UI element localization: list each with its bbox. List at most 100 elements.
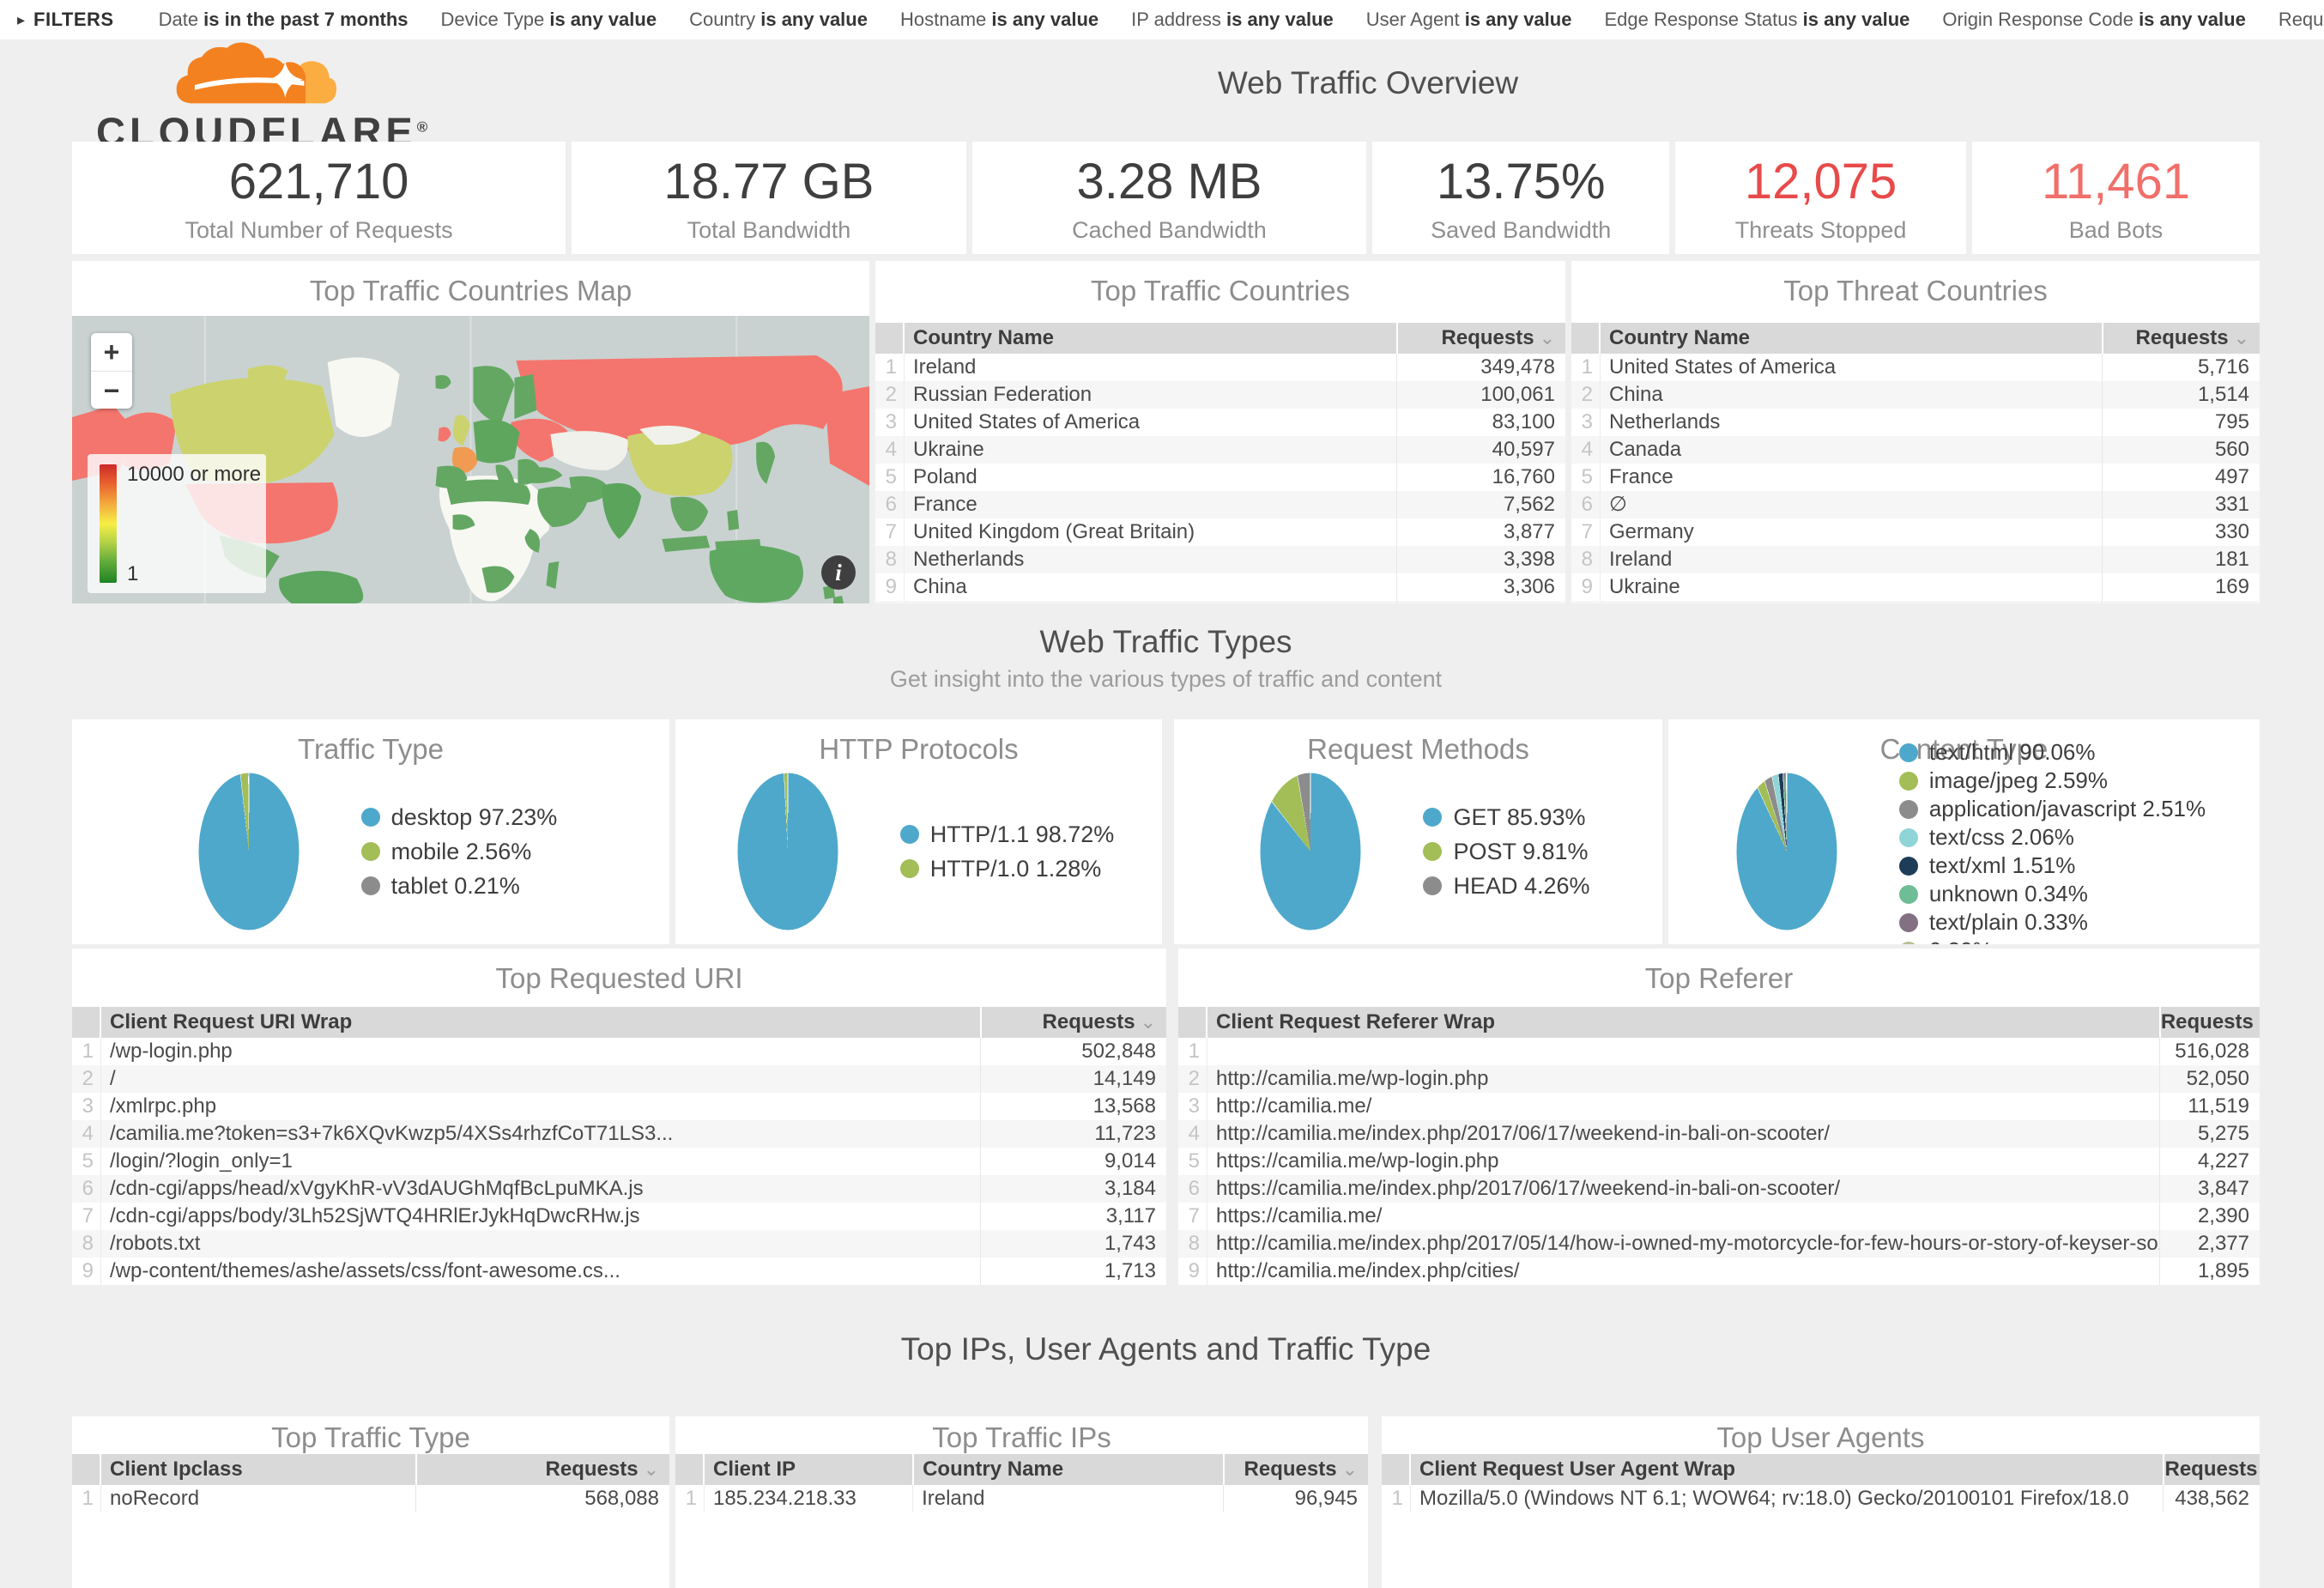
column-header: Client Request Referer Wrap [1216, 1010, 1495, 1033]
column-header[interactable]: Requests⌄ [2163, 1454, 2260, 1485]
cloudflare-cloud-icon [176, 42, 336, 104]
table-row[interactable]: 4 http://camilia.me/index.php/2017/06/17/… [1178, 1120, 2260, 1148]
filter-item[interactable]: Hostname is any value [899, 9, 1099, 30]
stats-row: 621,710 Total Number of Requests 18.77 G… [72, 142, 2260, 254]
legend-dot-icon [1423, 842, 1443, 861]
stat-card-total-bandwidth: 18.77 GB Total Bandwidth [572, 142, 966, 254]
filter-item[interactable]: Request URI is any value [2278, 9, 2324, 30]
filter-item[interactable]: Origin Response Code is any value [1942, 9, 2246, 30]
caret-right-icon[interactable]: ▸ [17, 10, 26, 28]
table-row[interactable]: 5 France 497 [1571, 464, 2260, 491]
top-user-agents-panel: Top User Agents Client Request User Agen… [1382, 1416, 2260, 1588]
filter-item[interactable]: Edge Response Status is any value [1604, 9, 1910, 30]
filter-item[interactable]: Device Type is any value [440, 9, 657, 30]
column-header[interactable]: Requests⌄ [1396, 323, 1565, 354]
table-row[interactable]: 1 516,028 [1178, 1038, 2260, 1065]
column-header: Client Ipclass [110, 1458, 243, 1481]
table-row[interactable]: 7/cdn-cgi/apps/body/3Lh52SjWTQ4HRlErJykH… [72, 1203, 1166, 1230]
filter-item[interactable]: User Agent is any value [1365, 9, 1572, 30]
legend-dot-icon [360, 808, 380, 827]
zoom-in-button[interactable]: + [103, 336, 120, 367]
table-row[interactable]: 1/wp-login.php 502,848 [72, 1038, 1166, 1065]
table-row[interactable]: 3 United States of America 83,100 [875, 409, 1565, 436]
column-header[interactable]: Requests⌄ [415, 1454, 669, 1485]
table-row[interactable]: 8/robots.txt 1,743 [72, 1230, 1166, 1258]
sort-chevron-icon[interactable]: ⌄ [643, 1458, 659, 1480]
legend-dot-icon [360, 876, 380, 895]
legend-item: text/css 2.06% [1898, 824, 2206, 851]
sort-chevron-icon[interactable]: ⌄ [2233, 327, 2249, 349]
table-row[interactable]: 7 Germany 330 [1571, 518, 2260, 546]
filter-item[interactable]: IP address is any value [1131, 9, 1334, 30]
table-row[interactable]: 10Singapore159 [1571, 601, 2260, 603]
table-row[interactable]: 2 China 1,514 [1571, 381, 2260, 409]
threat-countries-table: Country Name Requests ⌄ 1 United States of A… [1571, 323, 2260, 603]
stat-label: Cached Bandwidth [1072, 216, 1267, 243]
zoom-out-button[interactable]: − [91, 371, 132, 409]
traffic-countries-map-panel: Top Traffic Countries Map [72, 261, 869, 603]
stat-value: 621,710 [228, 153, 409, 209]
legend-item: unknown 0.34% [1898, 881, 2206, 907]
table-row[interactable]: 1 Mozilla/5.0 (Windows NT 6.1; WOW64; rv:… [1382, 1485, 2260, 1512]
table-row[interactable]: 4 Canada 560 [1571, 436, 2260, 464]
legend-dot-icon [1898, 771, 1918, 791]
column-header[interactable]: Requests⌄ [1222, 1454, 1368, 1485]
table-row[interactable]: 10Canada3,215 [875, 601, 1565, 603]
sort-chevron-icon[interactable]: ⌄ [2259, 1011, 2260, 1033]
table-row[interactable]: 3/xmlrpc.php 13,568 [72, 1093, 1166, 1120]
panel-title: Top Traffic IPs [932, 1421, 1111, 1453]
column-header[interactable]: Requests⌄ [2101, 323, 2260, 354]
legend-item: HTTP/1.0 1.28% [899, 856, 1115, 882]
table-row[interactable]: 1 Ireland 349,478 [875, 354, 1565, 381]
table-row[interactable]: 4/camilia.me?token=s3+7k6XQvKwzp5/4XSs4r… [72, 1120, 1166, 1148]
sort-chevron-icon[interactable]: ⌄ [1140, 1011, 1156, 1033]
stat-card-bad-bots: 11,461 Bad Bots [1972, 142, 2260, 254]
column-header[interactable]: Requests⌄ [2158, 1007, 2260, 1038]
request-methods-pie-chart [1260, 773, 1361, 930]
table-row[interactable]: 5 Poland 16,760 [875, 464, 1565, 491]
sort-chevron-icon[interactable]: ⌄ [1341, 1458, 1358, 1480]
filters-label[interactable]: FILTERS [33, 9, 114, 30]
top-traffic-type-panel: Top Traffic Type Client Ipclass Requests ⌄… [72, 1416, 669, 1588]
panel-title: Top Traffic Countries [1090, 275, 1351, 306]
content-type-panel: Content Type text/html 90.06% image/jpeg … [1668, 719, 2260, 944]
table-row[interactable]: 1 noRecord 568,088 [72, 1485, 669, 1512]
table-row[interactable]: 8 Netherlands 3,398 [875, 546, 1565, 573]
world-map[interactable]: + − 10000 or more 1 i [72, 316, 869, 603]
column-header[interactable]: Requests⌄ [980, 1007, 1166, 1038]
table-row[interactable]: 8 Ireland 181 [1571, 546, 2260, 573]
table-row[interactable]: 9/wp-content/themes/ashe/assets/css/font… [72, 1258, 1166, 1285]
table-row[interactable]: 7 United Kingdom (Great Britain) 3,877 [875, 518, 1565, 546]
legend-item: tablet 0.21% [360, 873, 558, 900]
table-row[interactable]: 9 China 3,306 [875, 573, 1565, 601]
panel-title: Top Requested URI [495, 962, 743, 994]
table-row[interactable]: 3 http://camilia.me/11,519 [1178, 1093, 2260, 1120]
filter-item[interactable]: Date is in the past 7 months [158, 9, 409, 30]
table-row[interactable]: 6 https://camilia.me/index.php/2017/06/17… [1178, 1175, 2260, 1203]
table-row[interactable]: 1 185.234.218.33 Ireland 96,945 [675, 1485, 1368, 1512]
filter-item[interactable]: Country is any value [689, 9, 868, 30]
table-row[interactable]: 2 http://camilia.me/wp-login.php 52,050 [1178, 1065, 2260, 1093]
section-subtitle: Get insight into the various types of tr… [889, 666, 1443, 692]
table-row[interactable]: 7 https://camilia.me/2,390 [1178, 1203, 2260, 1230]
panel-title: Top Threat Countries [1783, 275, 2048, 306]
legend-dot-icon [899, 859, 919, 878]
table-row[interactable]: 6 France 7,562 [875, 491, 1565, 518]
table-row[interactable]: 2/14,149 [72, 1065, 1166, 1093]
table-row[interactable]: 5 https://camilia.me/wp-login.php 4,227 [1178, 1148, 2260, 1175]
table-row[interactable]: 6 ∅ 331 [1571, 491, 2260, 518]
table-row[interactable]: 1 United States of America 5,716 [1571, 354, 2260, 381]
stat-card-threats-stopped: 12,075 Threats Stopped [1675, 142, 1967, 254]
table-row[interactable]: 5/login/?login_only=1 9,014 [72, 1148, 1166, 1175]
info-icon[interactable]: i [821, 555, 856, 590]
table-row[interactable]: 8 http://camilia.me/index.php/2017/05/14/… [1178, 1230, 2260, 1258]
table-row[interactable]: 2 Russian Federation 100,061 [875, 381, 1565, 409]
panel-title: Top User Agents [1716, 1421, 1925, 1453]
table-row[interactable]: 4 Ukraine 40,597 [875, 436, 1565, 464]
sort-chevron-icon[interactable]: ⌄ [1539, 327, 1555, 349]
table-row[interactable]: 9 http://camilia.me/index.php/cities/1,89… [1178, 1258, 2260, 1285]
top-requested-uri-table: Client Request URI Wrap Requests ⌄ 1/wp-log… [72, 1007, 1166, 1285]
table-row[interactable]: 9 Ukraine 169 [1571, 573, 2260, 601]
table-row[interactable]: 6/cdn-cgi/apps/head/xVgyKhR-vV3dAUGhMqfB… [72, 1175, 1166, 1203]
table-row[interactable]: 3 Netherlands 795 [1571, 409, 2260, 436]
